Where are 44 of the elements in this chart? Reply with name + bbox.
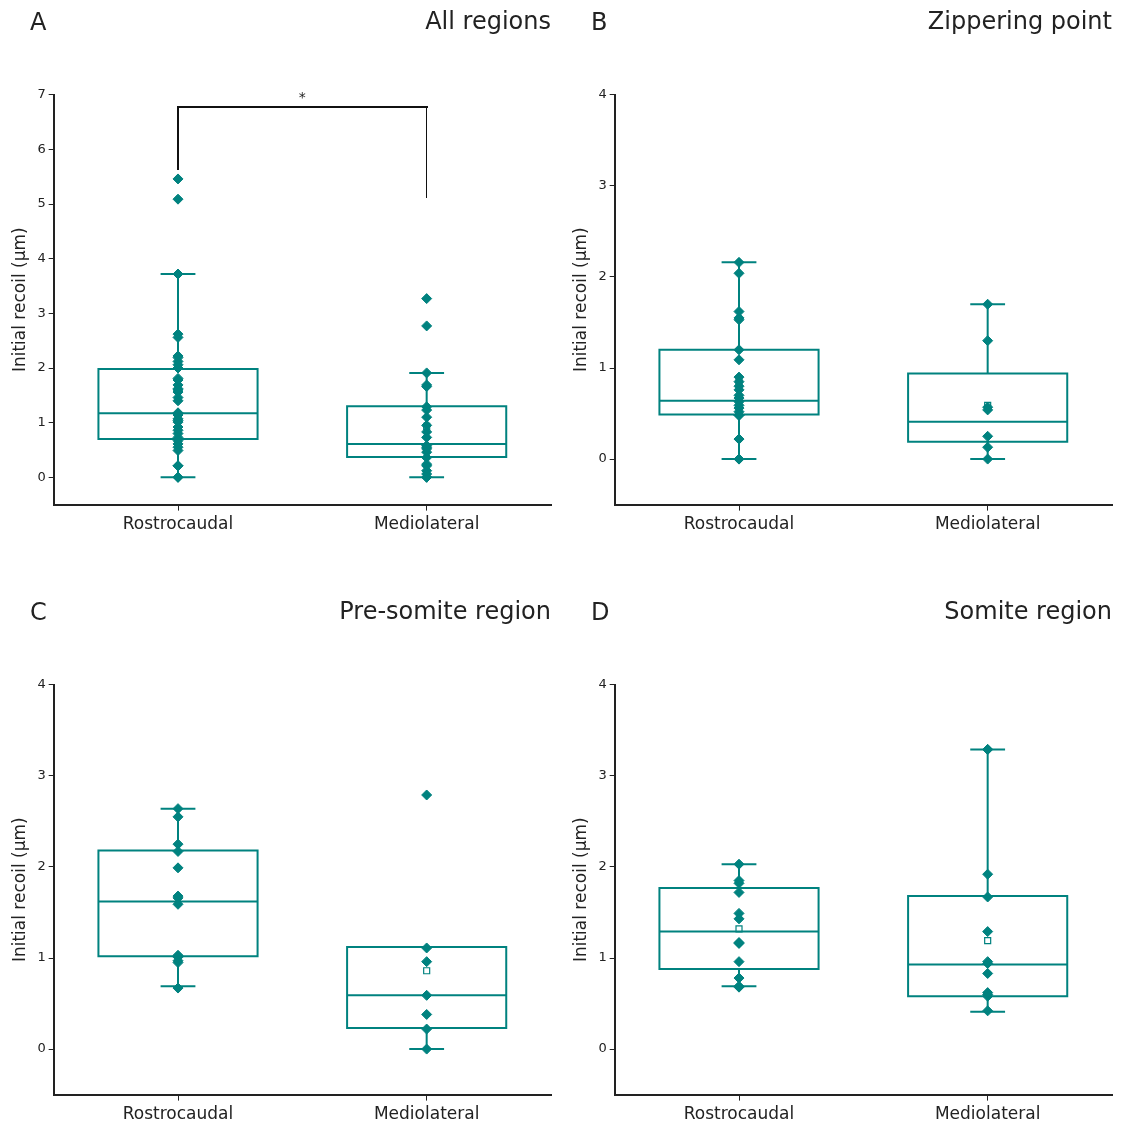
y-tick-label: 0 (598, 1040, 607, 1056)
y-axis-title: Initial recoil (µm) (8, 817, 29, 963)
y-tick-label: 1 (598, 949, 607, 965)
chart-title: Somite region (944, 596, 1112, 625)
y-tick-label: 4 (37, 250, 46, 266)
x-tick-label: Rostrocaudal (683, 513, 795, 534)
text: A (30, 8, 47, 37)
x-tick-label: Mediolateral (934, 513, 1041, 534)
y-tick-label: 4 (598, 676, 607, 692)
text: C (30, 598, 47, 627)
x-tick-label: Rostrocaudal (122, 513, 234, 534)
x-tick-label: Mediolateral (373, 513, 480, 534)
y-tick-label: 2 (37, 359, 46, 375)
y-tick-label: 2 (598, 858, 607, 874)
y-tick-label: 2 (37, 858, 46, 874)
y-axis-title: Initial recoil (µm) (569, 817, 590, 963)
y-tick-label: 1 (598, 359, 607, 375)
y-tick-label: 3 (598, 177, 607, 193)
y-tick-label: 6 (37, 140, 46, 156)
y-tick-label: 2 (598, 268, 607, 284)
x-tick-label: Mediolateral (373, 1103, 480, 1124)
y-tick-label: 3 (37, 767, 46, 783)
y-tick-label: 4 (37, 676, 46, 692)
y-tick-label: 0 (37, 468, 46, 484)
y-tick-label: 1 (37, 414, 46, 430)
annotation: * (298, 88, 306, 105)
y-tick-label: 4 (598, 86, 607, 102)
chart-title: Zippering point (927, 6, 1112, 35)
y-tick-label: 0 (37, 1040, 46, 1056)
text: B (591, 8, 608, 37)
y-tick-label: 5 (37, 195, 46, 211)
y-tick-label: 7 (37, 86, 46, 102)
text: D (591, 598, 610, 627)
x-tick-label: Rostrocaudal (122, 1103, 234, 1124)
x-tick-label: Rostrocaudal (683, 1103, 795, 1124)
chart-title: All regions (425, 6, 551, 35)
y-tick-label: 3 (37, 304, 46, 320)
chart-title: Pre-somite region (339, 596, 551, 625)
y-tick-label: 3 (598, 767, 607, 783)
y-axis-title: Initial recoil (µm) (8, 227, 29, 373)
y-axis-title: Initial recoil (µm) (569, 227, 590, 373)
y-tick-label: 1 (37, 949, 46, 965)
x-tick-label: Mediolateral (934, 1103, 1041, 1124)
y-tick-label: 0 (598, 450, 607, 466)
